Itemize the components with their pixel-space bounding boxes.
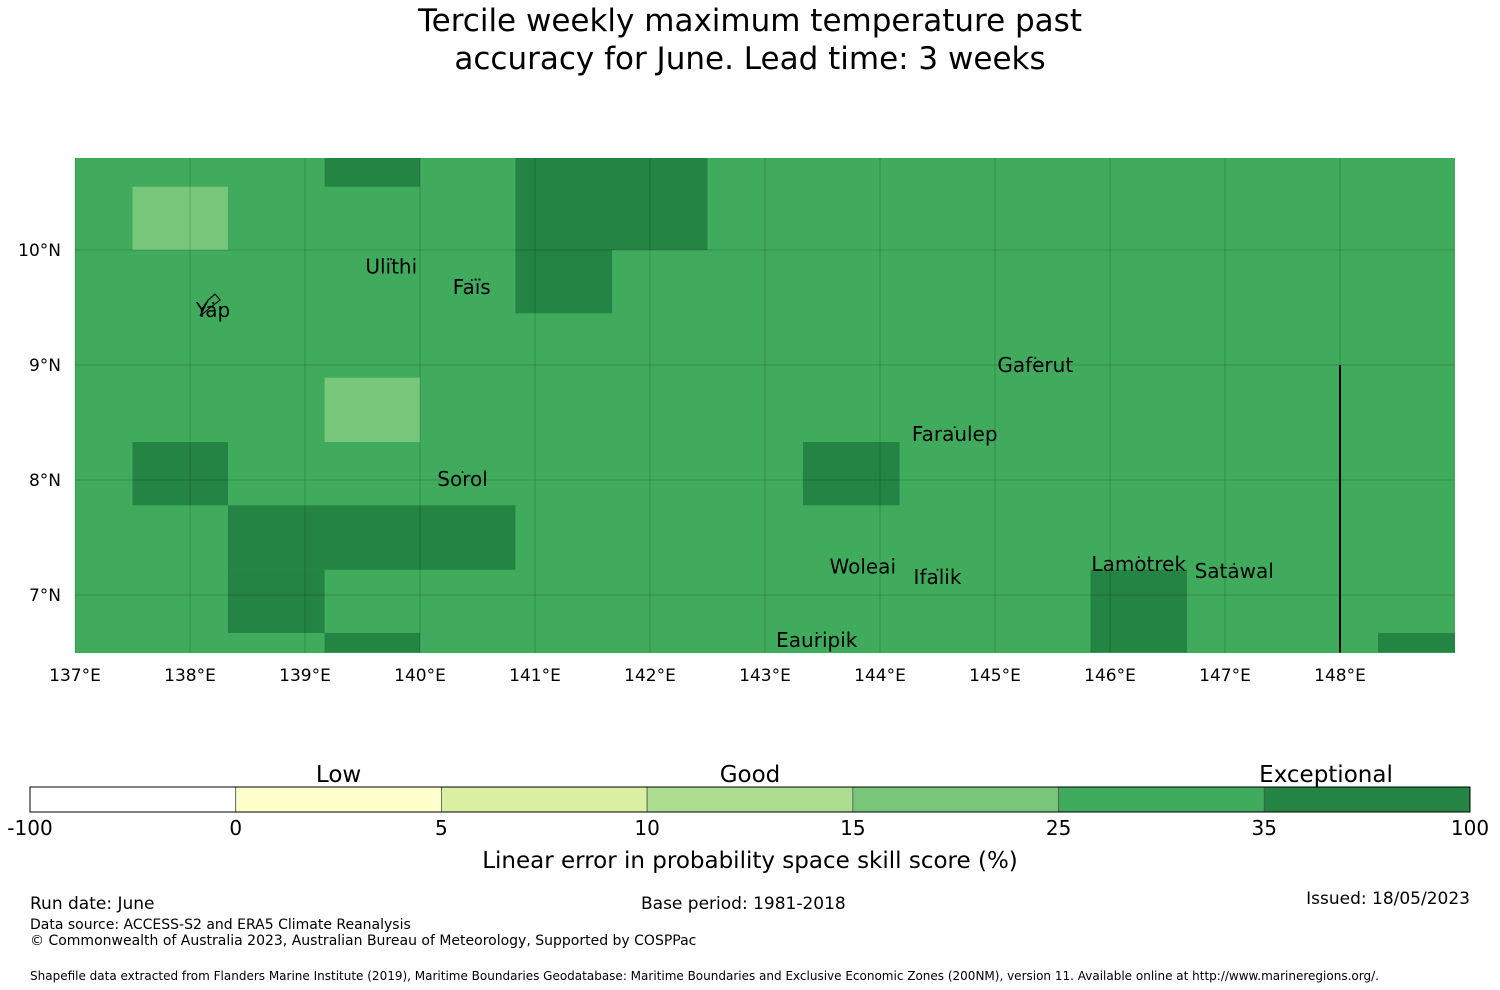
place-label: Woleai bbox=[829, 554, 896, 578]
lon-tick-label: 140°E bbox=[394, 666, 446, 686]
colorbar-category-label: Good bbox=[720, 762, 781, 788]
lat-tick-label: 7°N bbox=[29, 586, 61, 606]
skill-cell-1 bbox=[324, 158, 420, 187]
island-marker bbox=[470, 278, 473, 281]
title-line-1: Tercile weekly maximum temperature past bbox=[417, 3, 1082, 39]
colorbar-tick-label: -100 bbox=[7, 816, 52, 840]
colorbar-bin bbox=[1058, 786, 1265, 813]
place-label: Lamotrek bbox=[1091, 552, 1186, 576]
island-marker bbox=[1034, 357, 1037, 360]
skill-cell-3 bbox=[515, 250, 613, 314]
lon-tick-label: 143°E bbox=[739, 666, 791, 686]
run-date: Run date: June bbox=[30, 894, 155, 914]
lon-tick-label: 148°E bbox=[1314, 666, 1366, 686]
colorbar-tick-label: 25 bbox=[1046, 816, 1071, 840]
skill-cell-11 bbox=[1377, 632, 1455, 653]
island-marker bbox=[1137, 556, 1140, 559]
skill-cell-7 bbox=[227, 569, 325, 633]
skill-cell-8 bbox=[324, 632, 420, 653]
place-label: Faïs bbox=[453, 275, 491, 299]
island-marker bbox=[815, 632, 818, 634]
colorbar-tick-label: 15 bbox=[840, 816, 865, 840]
colorbar-bin bbox=[1263, 786, 1471, 813]
place-label: Sorol bbox=[437, 467, 488, 491]
colorbar-bin bbox=[646, 786, 854, 813]
colorbar-tick-label: 0 bbox=[229, 816, 242, 840]
island-marker bbox=[1233, 563, 1236, 565]
skill-cell-9 bbox=[802, 442, 900, 506]
lon-tick-label: 144°E bbox=[854, 666, 906, 686]
lon-tick-label: 146°E bbox=[1084, 666, 1136, 686]
skill-cell-5 bbox=[132, 442, 228, 506]
colorbar-bin bbox=[852, 786, 1059, 813]
lat-tick-label: 9°N bbox=[29, 356, 61, 376]
shapefile-credit: Shapefile data extracted from Flanders M… bbox=[30, 969, 1379, 983]
colorbar-tick-label: 5 bbox=[435, 816, 448, 840]
colorbar-tick-label: 100 bbox=[1451, 816, 1489, 840]
title-line-2: accuracy for June. Lead time: 3 weeks bbox=[454, 41, 1046, 77]
lon-tick-label: 145°E bbox=[969, 666, 1021, 686]
lon-tick-label: 142°E bbox=[624, 666, 676, 686]
island-marker bbox=[461, 471, 464, 473]
lon-tick-label: 138°E bbox=[164, 666, 216, 686]
colorbar-bin bbox=[441, 786, 648, 813]
colorbar-axis-label: Linear error in probability space skill … bbox=[482, 848, 1018, 874]
base-period: Base period: 1981-2018 bbox=[641, 894, 846, 914]
island-marker bbox=[953, 426, 956, 429]
lat-tick-label: 10°N bbox=[18, 241, 61, 261]
lat-tick-label: 8°N bbox=[29, 471, 61, 491]
place-label: Ifalik bbox=[914, 565, 962, 589]
issued-date: Issued: 18/05/2023 bbox=[1306, 889, 1470, 909]
colorbar-frame bbox=[29, 786, 1471, 813]
map-figure: 137°E 138°E 139°E 140°E 141°E 142°E 143°E 144°E… bbox=[7, 158, 1489, 874]
colorbar-tick-label: 35 bbox=[1252, 816, 1277, 840]
copyright: © Commonwealth of Australia 2023, Austra… bbox=[30, 933, 697, 949]
colorbar: -100 0 5 10 15 25 35 100 Low Good Exceptional Linea… bbox=[7, 762, 1489, 874]
data-source: Data source: ACCESS-S2 and ERA5 Climate … bbox=[30, 917, 411, 933]
place-label: Eauripik bbox=[776, 628, 858, 652]
colorbar-category-label: Low bbox=[316, 762, 361, 788]
lon-tick-label: 147°E bbox=[1199, 666, 1251, 686]
place-label: Yap bbox=[195, 298, 230, 322]
lon-tick-label: 137°E bbox=[49, 666, 101, 686]
skill-cell-2 bbox=[515, 158, 708, 250]
lon-tick-label: 141°E bbox=[509, 666, 561, 686]
island-marker bbox=[390, 258, 393, 261]
skill-cell-6 bbox=[227, 505, 516, 570]
island-marker bbox=[861, 558, 864, 561]
map-panel: 137°E 138°E 139°E 140°E 141°E 142°E 143°E 144°E… bbox=[18, 158, 1455, 686]
lon-tick-label: 139°E bbox=[279, 666, 331, 686]
island-marker bbox=[936, 568, 939, 571]
island-marker bbox=[212, 301, 214, 304]
place-label: Gaferut bbox=[997, 353, 1073, 377]
colorbar-bin bbox=[29, 786, 237, 813]
colorbar-category-label: Exceptional bbox=[1259, 762, 1393, 788]
colorbar-tick-label: 10 bbox=[634, 816, 659, 840]
skill-cell-0 bbox=[132, 186, 228, 250]
skill-cell-4 bbox=[324, 377, 420, 443]
colorbar-bin bbox=[235, 786, 442, 813]
place-label: Satawal bbox=[1195, 559, 1274, 583]
yap-island-outline bbox=[199, 293, 221, 317]
place-label: Faraulep bbox=[912, 422, 998, 446]
place-label: Ulithi bbox=[365, 254, 417, 278]
skill-cell-10 bbox=[1090, 569, 1188, 653]
map-title: Tercile weekly maximum temperature past … bbox=[0, 2, 1500, 78]
